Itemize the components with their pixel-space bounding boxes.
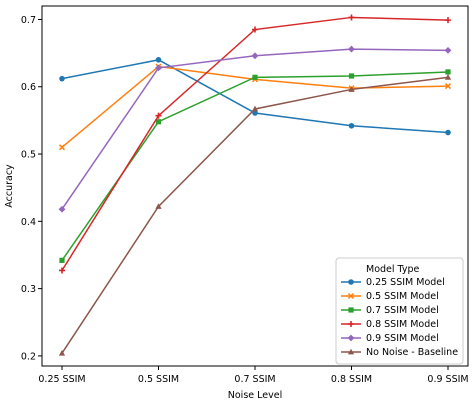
- y-tick-label: 0.5: [21, 150, 36, 161]
- legend-label: 0.9 SSIM Model: [366, 333, 439, 344]
- legend-label: 0.7 SSIM Model: [366, 305, 439, 316]
- legend-marker: [347, 292, 355, 300]
- legend-marker: [348, 321, 354, 327]
- series-0-7-ssim-model: [59, 69, 451, 263]
- legend-entry: 0.5 SSIM Model: [341, 291, 439, 302]
- legend-marker: [348, 279, 354, 285]
- y-axis: 0.2 0.3 0.4 0.5 0.6 0.7: [21, 15, 42, 362]
- legend-label: 0.5 SSIM Model: [366, 291, 439, 302]
- data-point: [155, 64, 162, 72]
- x-tick-label: 0.9 SSIM: [427, 374, 468, 385]
- legend-entry: 0.7 SSIM Model: [341, 305, 439, 316]
- series-0-8-ssim-model: [59, 14, 451, 274]
- data-point: [445, 69, 451, 75]
- y-tick-label: 0.2: [21, 351, 36, 362]
- legend-title: Model Type: [366, 264, 420, 275]
- legend-entry: 0.25 SSIM Model: [341, 277, 445, 288]
- legend: Model Type 0.25 SSIM Model 0.5 SSIM Model…: [335, 257, 464, 365]
- series-no-noise-baseline: [58, 74, 452, 356]
- data-point: [445, 17, 451, 24]
- legend-entry: 0.8 SSIM Model: [341, 319, 439, 330]
- data-point: [155, 57, 162, 63]
- data-point: [155, 112, 162, 119]
- series-layer: [58, 14, 452, 356]
- legend-marker: [347, 334, 355, 342]
- series-0-25-ssim-model: [59, 57, 451, 136]
- data-point: [348, 122, 355, 129]
- y-axis-title: Accuracy: [4, 164, 15, 208]
- data-point: [59, 75, 65, 82]
- x-axis: 0.25 SSIM 0.5 SSIM 0.7 SSIM 0.8 SSIM 0.9 SSI…: [38, 366, 469, 385]
- legend-marker: [348, 307, 354, 313]
- data-point: [445, 129, 451, 136]
- y-tick-label: 0.6: [21, 82, 36, 93]
- legend-entry: 0.9 SSIM Model: [341, 333, 439, 344]
- data-point: [252, 74, 258, 80]
- y-tick-label: 0.4: [21, 217, 36, 228]
- data-point: [252, 110, 258, 116]
- legend-label: No Noise - Baseline: [366, 347, 458, 358]
- x-tick-label: 0.8 SSIM: [331, 374, 372, 385]
- series-line: [61, 71, 449, 261]
- data-point: [444, 74, 452, 80]
- legend-box: [335, 257, 464, 365]
- data-point: [58, 144, 66, 151]
- data-point: [59, 267, 65, 274]
- x-tick-label: 0.7 SSIM: [234, 374, 275, 385]
- data-point: [251, 52, 259, 60]
- data-point: [348, 14, 355, 21]
- data-point: [58, 205, 66, 213]
- data-point: [252, 26, 258, 33]
- legend-label: 0.8 SSIM Model: [366, 319, 439, 330]
- data-point: [444, 83, 452, 90]
- legend-marker: [347, 348, 355, 355]
- legend-label: 0.25 SSIM Model: [366, 277, 445, 288]
- data-point: [58, 349, 66, 356]
- legend-entry: No Noise - Baseline: [341, 347, 458, 358]
- x-tick-label: 0.5 SSIM: [138, 374, 179, 385]
- y-tick-label: 0.7: [21, 15, 36, 26]
- data-point: [348, 86, 355, 92]
- series-0-9-ssim-model: [58, 45, 452, 213]
- x-axis-title: Noise Level: [228, 390, 282, 401]
- data-point: [155, 119, 162, 125]
- data-point: [348, 73, 355, 79]
- series-line: [61, 59, 449, 134]
- data-point: [155, 203, 162, 209]
- y-tick-label: 0.3: [21, 284, 36, 295]
- data-point: [59, 257, 65, 263]
- x-tick-label: 0.25 SSIM: [38, 374, 85, 385]
- data-point: [444, 47, 452, 54]
- data-point: [251, 105, 259, 112]
- data-point: [348, 45, 355, 53]
